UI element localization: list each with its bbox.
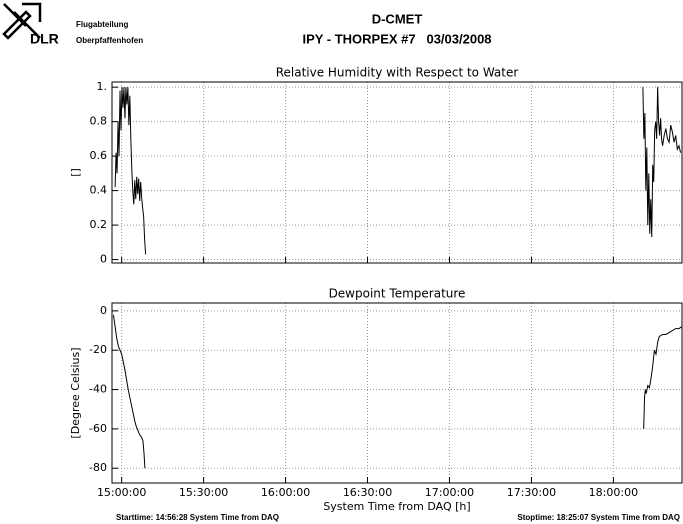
- y-tick-label: 0: [100, 304, 107, 317]
- y-tick-label: -80: [89, 461, 107, 474]
- y-tick-label: 0.6: [90, 149, 108, 162]
- x-tick-label: 17:00:00: [425, 486, 474, 499]
- y-axis-label: [Degree Celsius]: [69, 347, 82, 438]
- x-axis-label: System Time from DAQ [h]: [323, 500, 470, 513]
- x-tick-label: 16:30:00: [343, 486, 392, 499]
- y-tick-label: -60: [89, 422, 107, 435]
- dept: Flugabteilung: [76, 20, 129, 29]
- y-axis-label: []: [69, 168, 82, 177]
- x-tick-label: 18:00:00: [589, 486, 638, 499]
- stop-time: Stoptime: 18:25:07 System Time from DAQ: [517, 513, 680, 522]
- data-line: [112, 314, 683, 469]
- subtitle: IPY - THORPEX #7 03/03/2008: [302, 31, 491, 46]
- y-tick-label: 0.8: [90, 115, 108, 128]
- y-tick-label: 0.2: [90, 218, 108, 231]
- y-tick-label: -20: [89, 343, 107, 356]
- title: D-CMET: [372, 11, 423, 26]
- y-tick-label: 1.: [97, 80, 108, 93]
- x-tick-label: 15:30:00: [179, 486, 228, 499]
- chart-title: Relative Humidity with Respect to Water: [276, 66, 519, 80]
- x-tick-label: 16:00:00: [261, 486, 310, 499]
- y-tick-label: -40: [89, 383, 107, 396]
- dlr-logo: [2, 2, 42, 40]
- x-tick-label: 15:00:00: [97, 486, 146, 499]
- data-line: [114, 87, 682, 255]
- chart-title: Dewpoint Temperature: [329, 287, 466, 301]
- org: DLR: [30, 31, 59, 47]
- start-time: Starttime: 14:56:28 System Time from DAQ: [116, 513, 279, 522]
- y-tick-label: 0: [100, 253, 107, 266]
- y-tick-label: 0.4: [90, 184, 108, 197]
- x-tick-label: 17:30:00: [507, 486, 556, 499]
- plot-frame: [111, 81, 683, 264]
- plot-frame: [111, 302, 683, 484]
- site: Oberpfaffenhofen: [76, 36, 143, 45]
